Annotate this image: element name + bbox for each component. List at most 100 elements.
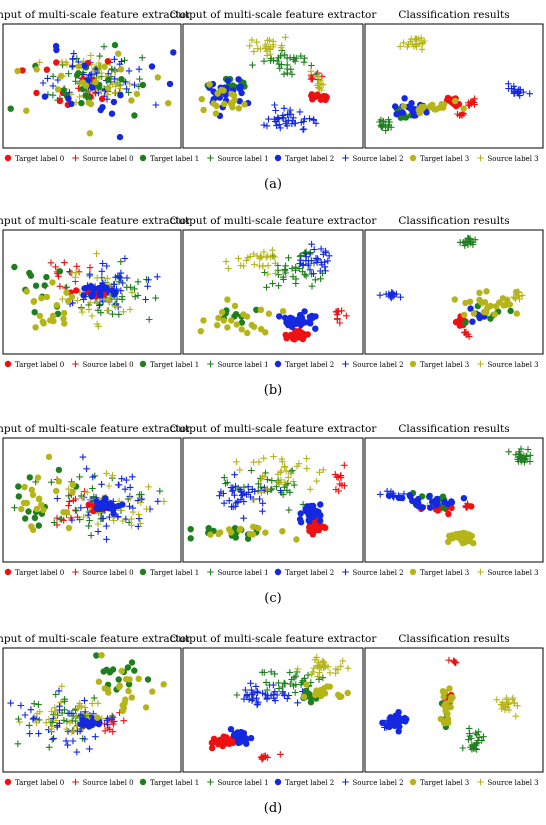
target-label-3-point bbox=[462, 299, 469, 307]
source-label-1-point bbox=[30, 700, 38, 707]
target-label-3-point bbox=[313, 687, 320, 694]
target-label-3-point bbox=[23, 288, 30, 295]
target-label-3-point bbox=[33, 66, 40, 73]
source-label-3-point bbox=[51, 704, 59, 711]
source-label-3-point bbox=[103, 470, 110, 477]
source-label-3-point bbox=[303, 465, 311, 472]
target-label-2-point bbox=[407, 105, 415, 113]
target-label-2-point bbox=[469, 318, 476, 325]
source-label-3-point bbox=[236, 466, 244, 474]
target-label-3-point bbox=[440, 719, 448, 726]
target-label-1-point bbox=[105, 76, 112, 84]
target-label-1-point bbox=[487, 315, 494, 322]
legend-label: Source label 0 bbox=[83, 569, 134, 577]
source-label-1-point bbox=[521, 456, 528, 464]
source-label-1-point bbox=[267, 486, 275, 494]
source-label-2-point bbox=[510, 83, 518, 90]
legend-item: Source label 1 bbox=[207, 568, 269, 577]
source-label-2-point bbox=[320, 251, 327, 258]
source-label-1-point bbox=[285, 506, 293, 514]
target-label-2-point bbox=[385, 492, 393, 499]
source-label-3-point bbox=[109, 472, 116, 479]
target-label-0-point bbox=[104, 58, 112, 65]
source-label-1-point bbox=[295, 265, 303, 272]
source-label-2-point bbox=[244, 483, 252, 490]
target-label-3-point bbox=[119, 702, 126, 709]
source-label-3-point bbox=[306, 486, 314, 493]
source-label-2-point bbox=[382, 290, 390, 298]
target-label-0-point bbox=[98, 95, 106, 103]
target-label-3-point bbox=[214, 322, 221, 329]
source-label-1-point bbox=[72, 78, 79, 85]
source-label-0-point bbox=[465, 101, 472, 109]
target-label-3-point bbox=[160, 681, 167, 688]
target-label-3-point bbox=[14, 67, 21, 75]
source-label-2-point bbox=[271, 101, 278, 109]
panel-title: Classification results bbox=[398, 423, 509, 435]
source-label-3-point bbox=[278, 455, 286, 463]
source-label-2-point bbox=[284, 111, 291, 118]
target-label-3-point bbox=[60, 315, 67, 322]
source-label-1-point bbox=[87, 532, 95, 539]
panel-4-1: Input of multi-scale feature extractor bbox=[0, 633, 192, 773]
source-label-3-point bbox=[126, 80, 133, 88]
source-label-2-point bbox=[325, 252, 333, 260]
source-label-2-point bbox=[277, 124, 284, 132]
source-label-3-point bbox=[251, 261, 258, 268]
source-label-1-point bbox=[248, 467, 255, 474]
source-label-2-point bbox=[243, 491, 250, 498]
legend-label: Target label 0 bbox=[15, 569, 64, 577]
target-label-1-point bbox=[26, 269, 33, 277]
target-label-2-point bbox=[432, 502, 440, 509]
source-label-1-point bbox=[471, 745, 479, 752]
source-label-1-point bbox=[60, 717, 68, 724]
legend-label: Source label 1 bbox=[218, 155, 269, 163]
source-label-0-point bbox=[52, 263, 59, 271]
source-label-1-point bbox=[275, 282, 282, 289]
source-label-2-point bbox=[228, 487, 236, 495]
source-label-2-point bbox=[517, 86, 524, 94]
source-label-3-point bbox=[319, 466, 327, 474]
source-label-2-point bbox=[240, 514, 247, 522]
target-label-2-point bbox=[242, 735, 249, 742]
scatter-points bbox=[198, 34, 330, 133]
source-label-2-point bbox=[216, 492, 223, 499]
source-label-1-point bbox=[90, 694, 98, 702]
source-label-0-point bbox=[277, 751, 284, 758]
source-label-2-point bbox=[27, 706, 35, 713]
source-label-2-point bbox=[104, 721, 111, 728]
target-label-0-point bbox=[287, 331, 295, 339]
target-label-1-point bbox=[11, 263, 18, 271]
source-label-0-point bbox=[451, 658, 458, 666]
source-label-1-point bbox=[293, 668, 301, 676]
source-label-3-point bbox=[112, 303, 119, 310]
source-label-1-point bbox=[134, 278, 142, 286]
legend-marker bbox=[274, 360, 282, 368]
legend-label: Source label 0 bbox=[83, 361, 134, 369]
panel-title: Input of multi-scale feature extractor bbox=[0, 215, 192, 227]
source-label-3-point bbox=[315, 80, 322, 88]
target-label-3-point bbox=[101, 685, 109, 692]
source-label-3-point bbox=[74, 705, 81, 712]
target-label-3-point bbox=[200, 106, 207, 114]
target-label-2-point bbox=[52, 42, 60, 50]
target-label-1-point bbox=[131, 667, 138, 674]
target-label-3-point bbox=[460, 105, 467, 112]
source-label-2-point bbox=[296, 108, 304, 116]
source-label-2-point bbox=[526, 90, 533, 97]
source-label-3-point bbox=[256, 255, 263, 262]
legend-marker bbox=[72, 778, 79, 786]
source-label-2-point bbox=[142, 296, 149, 303]
target-label-3-point bbox=[165, 100, 172, 107]
source-label-3-point bbox=[90, 67, 98, 75]
source-label-1-point bbox=[312, 276, 319, 284]
legend-label: Target label 0 bbox=[15, 361, 64, 369]
source-label-2-point bbox=[231, 491, 238, 499]
source-label-3-point bbox=[72, 269, 80, 276]
source-label-3-point bbox=[48, 708, 55, 715]
target-label-3-point bbox=[122, 696, 129, 703]
target-label-2-point bbox=[230, 732, 238, 739]
source-label-3-point bbox=[418, 46, 426, 53]
source-label-2-point bbox=[306, 266, 314, 274]
